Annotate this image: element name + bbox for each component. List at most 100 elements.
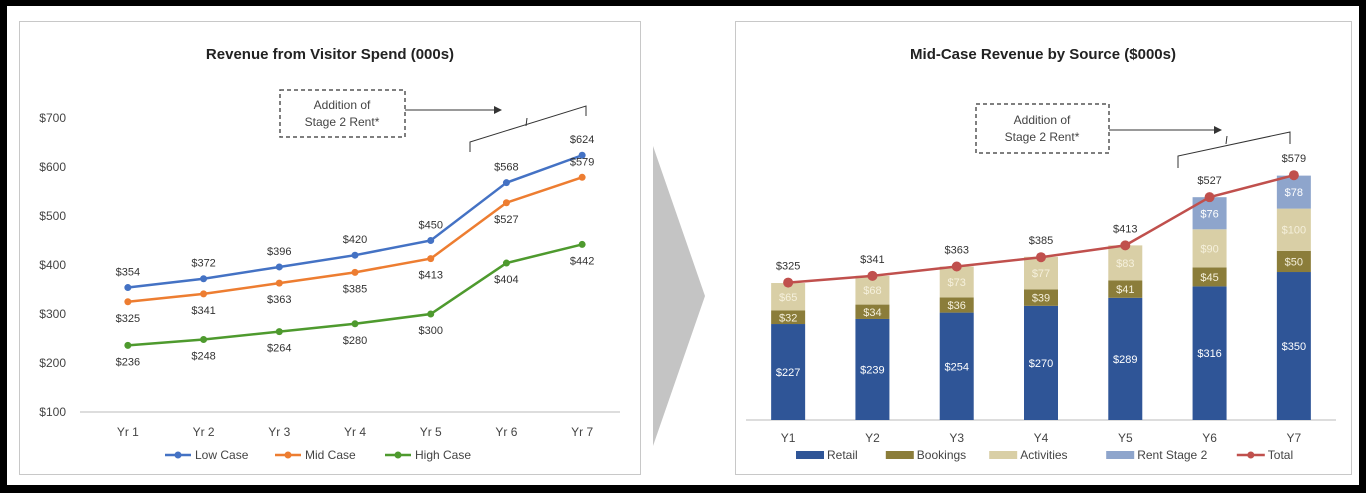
data-point	[275, 263, 283, 271]
total-point	[783, 277, 794, 288]
x-tick-label: Yr 2	[193, 425, 215, 439]
annotation-arrowhead	[494, 106, 502, 114]
chart-title: Revenue from Visitor Spend (000s)	[206, 46, 454, 63]
bar-data-label: $78	[1285, 187, 1303, 199]
x-tick-label: Y7	[1287, 431, 1302, 445]
data-point	[351, 320, 359, 328]
legend-label: Bookings	[917, 448, 966, 462]
data-point	[124, 298, 132, 306]
legend-marker	[174, 451, 182, 459]
data-label: $568	[494, 162, 518, 174]
data-label: $280	[343, 335, 367, 347]
annotation-box	[975, 103, 1110, 154]
data-point	[578, 173, 586, 181]
bar-stack-y3: $254 $36 $73	[939, 266, 974, 420]
legend-item-retail: Retail	[796, 448, 858, 462]
bar-segment-activities	[1276, 208, 1311, 251]
data-point	[200, 335, 208, 343]
y-tick-label: $200	[39, 356, 66, 370]
data-point	[502, 179, 510, 187]
y-tick-label: $300	[39, 307, 66, 321]
annotation-bracket-tip	[1225, 135, 1228, 145]
annotation-bracket	[1177, 131, 1291, 168]
series-mid-case: $325 $341 $363 $385 $413 $527 $579	[116, 156, 595, 324]
data-point	[351, 251, 359, 259]
bar-segment-retail	[939, 312, 974, 420]
data-point	[502, 259, 510, 267]
annotation-bracket-tip	[525, 117, 528, 127]
x-tick-label: Y6	[1202, 431, 1217, 445]
bar-data-label: $32	[779, 312, 797, 324]
data-point	[124, 284, 132, 292]
data-label: $396	[267, 246, 291, 258]
bar-data-label: $73	[948, 277, 966, 289]
x-tick-label: Y4	[1034, 431, 1049, 445]
bar-segment-retail	[1108, 297, 1143, 420]
bar-segment-bookings	[1192, 267, 1227, 287]
legend-item-activities: Activities	[989, 448, 1068, 462]
total-point	[867, 270, 878, 281]
legend-label: Activities	[1020, 448, 1067, 462]
annotation-bracket	[469, 105, 587, 152]
bar-segment-activities	[1192, 229, 1227, 268]
total-data-label: $385	[1029, 235, 1053, 247]
data-point	[200, 275, 208, 283]
data-label: $264	[267, 343, 291, 355]
total-data-label: $325	[776, 261, 800, 273]
data-label: $363	[267, 294, 291, 306]
bar-segment-rent-stage-2	[1276, 175, 1311, 209]
chevron-arrow-icon	[653, 146, 705, 446]
bar-data-label: $34	[863, 307, 881, 319]
bar-segment-retail	[1276, 272, 1311, 420]
total-point	[1288, 170, 1299, 181]
bar-data-label: $76	[1200, 208, 1218, 220]
legend-marker	[394, 451, 402, 459]
bar-stack-y6: $316 $45 $90 $76	[1192, 197, 1227, 420]
bar-segment-activities	[1108, 245, 1143, 281]
legend-label: Low Case	[195, 448, 249, 462]
bar-segment-bookings	[1024, 289, 1058, 306]
legend-label: Mid Case	[305, 448, 356, 462]
x-tick-label: Yr 5	[420, 425, 442, 439]
data-point	[427, 255, 435, 263]
total-point	[1204, 192, 1215, 203]
visitor-spend-line-chart: Revenue from Visitor Spend (000s) $100 $2…	[39, 46, 620, 462]
data-point	[427, 310, 435, 318]
data-label: $442	[570, 255, 594, 267]
bar-data-label: $254	[944, 361, 968, 373]
legend-swatch	[1106, 451, 1135, 459]
data-point	[427, 237, 435, 244]
y-tick-label: $400	[39, 258, 66, 272]
bar-data-label: $270	[1029, 358, 1053, 370]
bar-data-label: $65	[779, 292, 797, 304]
bar-segment-bookings	[771, 310, 806, 325]
data-label: $300	[418, 325, 442, 337]
bar-segment-bookings	[939, 297, 974, 313]
x-tick-label: Y1	[781, 431, 796, 445]
bar-segment-bookings	[1108, 280, 1143, 298]
annotation-line-1: Addition of	[314, 98, 371, 112]
bar-data-label: $77	[1032, 268, 1050, 280]
total-data-label: $527	[1197, 175, 1221, 187]
data-label: $236	[116, 356, 140, 368]
series-total: $325 $341 $363 $385 $413 $527 $579	[776, 153, 1306, 288]
annotation-line-2: Stage 2 Rent*	[1005, 130, 1080, 144]
data-point	[275, 328, 283, 336]
data-point	[275, 279, 283, 287]
data-label: $624	[570, 134, 594, 146]
data-label: $527	[494, 214, 518, 226]
bar-segment-retail	[1192, 286, 1227, 420]
legend-label: Retail	[827, 448, 858, 462]
total-point	[1120, 240, 1131, 251]
annotation-box	[279, 89, 406, 138]
data-label: $420	[343, 234, 367, 246]
bar-segment-retail	[855, 318, 890, 420]
stage2-rent-annotation: Addition of Stage 2 Rent*	[279, 89, 587, 152]
data-label: $372	[191, 258, 215, 270]
data-label: $325	[116, 313, 140, 325]
legend-swatch	[989, 451, 1018, 459]
bar-data-label: $350	[1282, 341, 1306, 353]
x-tick-label: Yr 6	[495, 425, 517, 439]
y-tick-label: $500	[39, 209, 66, 223]
data-point	[200, 290, 208, 298]
